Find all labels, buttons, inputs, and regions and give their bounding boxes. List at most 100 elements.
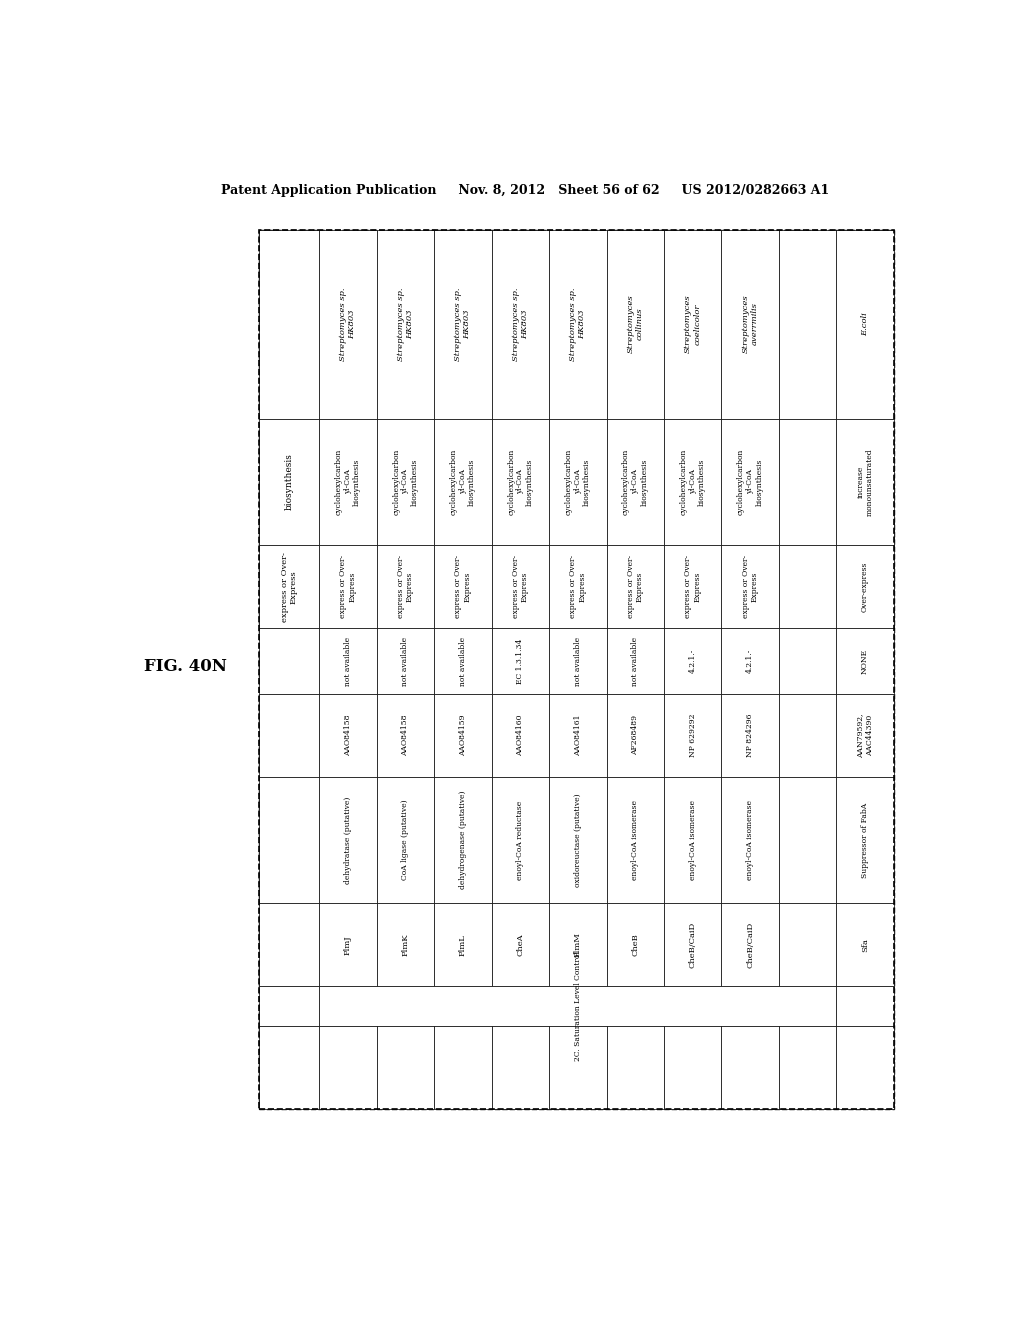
- Bar: [779, 776, 837, 903]
- Text: express or Over-
Express: express or Over- Express: [512, 556, 529, 618]
- Bar: [664, 1026, 722, 1109]
- Text: PlmL: PlmL: [459, 935, 467, 956]
- Bar: [779, 1026, 837, 1109]
- Bar: [377, 694, 434, 776]
- Text: not available: not available: [631, 636, 639, 685]
- Text: AAO84158: AAO84158: [401, 714, 410, 756]
- Text: AAO84159: AAO84159: [459, 714, 467, 756]
- Bar: [259, 418, 319, 545]
- Text: Streptomyces sp.
HK803: Streptomyces sp. HK803: [512, 288, 529, 360]
- Text: 4.2.1.-: 4.2.1.-: [689, 649, 696, 673]
- Text: enoyl-CoA reductase: enoyl-CoA reductase: [516, 800, 524, 879]
- Text: enoyl-CoA isomerase: enoyl-CoA isomerase: [746, 800, 755, 880]
- Text: express or Over-
Express: express or Over- Express: [397, 556, 414, 618]
- Text: 4.2.1.-: 4.2.1.-: [746, 649, 755, 673]
- Text: biosynthesis: biosynthesis: [285, 454, 294, 511]
- Bar: [434, 628, 492, 694]
- Text: not available: not available: [459, 636, 467, 685]
- Bar: [319, 628, 377, 694]
- Bar: [779, 418, 837, 545]
- Bar: [377, 418, 434, 545]
- Bar: [779, 628, 837, 694]
- Bar: [606, 694, 664, 776]
- Text: enoyl-CoA isomerase: enoyl-CoA isomerase: [631, 800, 639, 880]
- Text: cyclohexylcarbon
yl-CoA
biosynthesis: cyclohexylcarbon yl-CoA biosynthesis: [737, 449, 763, 515]
- Bar: [434, 545, 492, 628]
- Text: EC 1.3.1.34: EC 1.3.1.34: [516, 639, 524, 684]
- Bar: [837, 903, 894, 986]
- Bar: [259, 903, 319, 986]
- Text: increase
monounsaturated: increase monounsaturated: [856, 447, 873, 516]
- Bar: [722, 903, 779, 986]
- Text: FIG. 40N: FIG. 40N: [143, 659, 226, 675]
- Text: AAO84158: AAO84158: [344, 714, 352, 756]
- Text: dehydrogenase (putative): dehydrogenase (putative): [459, 791, 467, 890]
- Bar: [434, 903, 492, 986]
- Text: enoyl-CoA isomerase: enoyl-CoA isomerase: [689, 800, 696, 880]
- Bar: [492, 694, 549, 776]
- Text: express or Over-
Express: express or Over- Express: [339, 556, 356, 618]
- Bar: [606, 776, 664, 903]
- Bar: [434, 230, 492, 418]
- Bar: [319, 986, 837, 1026]
- Bar: [549, 230, 606, 418]
- Text: Streptomyces
collinus: Streptomyces collinus: [627, 294, 644, 354]
- Bar: [259, 230, 894, 1109]
- Bar: [664, 418, 722, 545]
- Bar: [377, 628, 434, 694]
- Text: CheB/CaiD: CheB/CaiD: [746, 921, 755, 968]
- Bar: [837, 986, 894, 1026]
- Bar: [259, 230, 319, 418]
- Bar: [377, 230, 434, 418]
- Text: not available: not available: [401, 636, 410, 685]
- Bar: [319, 230, 377, 418]
- Bar: [319, 903, 377, 986]
- Bar: [434, 776, 492, 903]
- Bar: [259, 1026, 319, 1109]
- Text: CheB: CheB: [631, 933, 639, 956]
- Bar: [779, 545, 837, 628]
- Bar: [319, 776, 377, 903]
- Text: cyclohexylcarbon
yl-CoA
biosynthesis: cyclohexylcarbon yl-CoA biosynthesis: [680, 449, 706, 515]
- Bar: [606, 545, 664, 628]
- Text: express or Over-
Express: express or Over- Express: [684, 556, 701, 618]
- Text: express or Over-
Express: express or Over- Express: [627, 556, 644, 618]
- Bar: [722, 418, 779, 545]
- Bar: [664, 628, 722, 694]
- Text: AF268489: AF268489: [631, 715, 639, 755]
- Text: E.coli: E.coli: [861, 313, 869, 335]
- Bar: [259, 628, 319, 694]
- Text: PlmM: PlmM: [573, 932, 582, 957]
- Bar: [664, 776, 722, 903]
- Bar: [492, 418, 549, 545]
- Text: Streptomyces
coelicolor: Streptomyces coelicolor: [684, 294, 701, 354]
- Bar: [319, 545, 377, 628]
- Text: PlmJ: PlmJ: [344, 935, 352, 954]
- Text: oxidoreuctase (putative): oxidoreuctase (putative): [573, 793, 582, 887]
- Text: Streptomyces sp.
HK803: Streptomyces sp. HK803: [569, 288, 587, 360]
- Text: cyclohexylcarbon
yl-CoA
biosynthesis: cyclohexylcarbon yl-CoA biosynthesis: [622, 449, 648, 515]
- Bar: [549, 628, 606, 694]
- Text: CheB/CaiD: CheB/CaiD: [689, 921, 696, 968]
- Bar: [664, 230, 722, 418]
- Bar: [492, 1026, 549, 1109]
- Text: dehydratase (putative): dehydratase (putative): [344, 796, 352, 884]
- Text: Suppressor of FabA: Suppressor of FabA: [861, 803, 869, 878]
- Bar: [492, 628, 549, 694]
- Bar: [779, 230, 837, 418]
- Text: express or Over-
Express: express or Over- Express: [569, 556, 587, 618]
- Bar: [492, 776, 549, 903]
- Bar: [434, 418, 492, 545]
- Bar: [492, 230, 549, 418]
- Bar: [606, 903, 664, 986]
- Bar: [377, 903, 434, 986]
- Text: cyclohexylcarbon
yl-CoA
biosynthesis: cyclohexylcarbon yl-CoA biosynthesis: [564, 449, 591, 515]
- Bar: [837, 1026, 894, 1109]
- Text: Streptomyces
averrmilis: Streptomyces averrmilis: [741, 294, 759, 354]
- Bar: [377, 776, 434, 903]
- Bar: [259, 776, 319, 903]
- Text: NONE: NONE: [861, 648, 869, 673]
- Bar: [722, 1026, 779, 1109]
- Bar: [259, 694, 319, 776]
- Bar: [434, 1026, 492, 1109]
